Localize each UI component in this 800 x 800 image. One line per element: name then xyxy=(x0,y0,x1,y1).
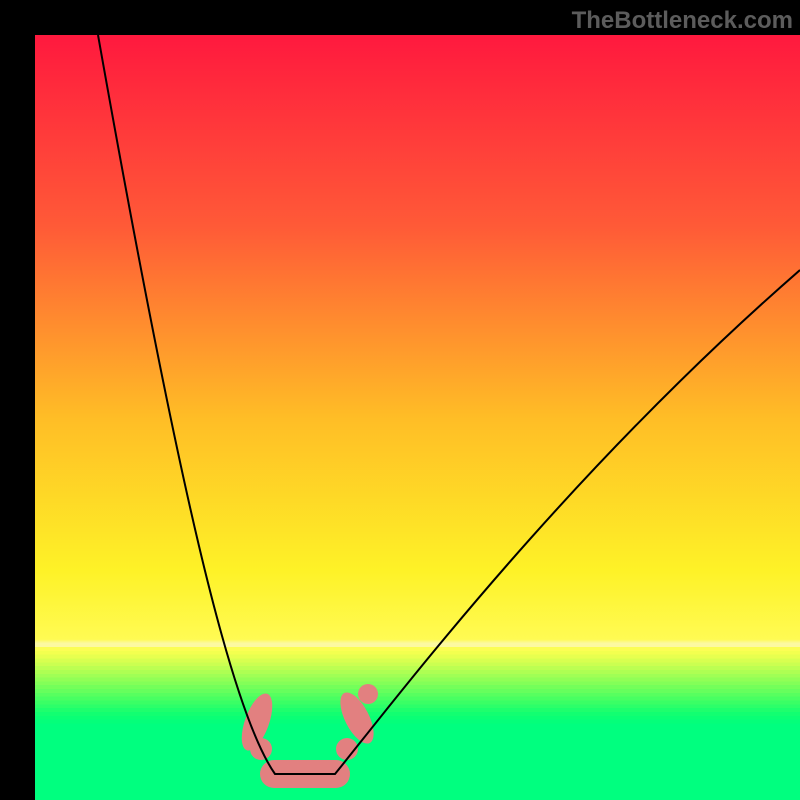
bottleneck-curve xyxy=(98,35,800,774)
marker-right-dot-upper xyxy=(358,684,378,704)
curve-markers xyxy=(235,684,380,788)
watermark-text: TheBottleneck.com xyxy=(572,7,793,35)
chart-svg xyxy=(0,0,800,800)
